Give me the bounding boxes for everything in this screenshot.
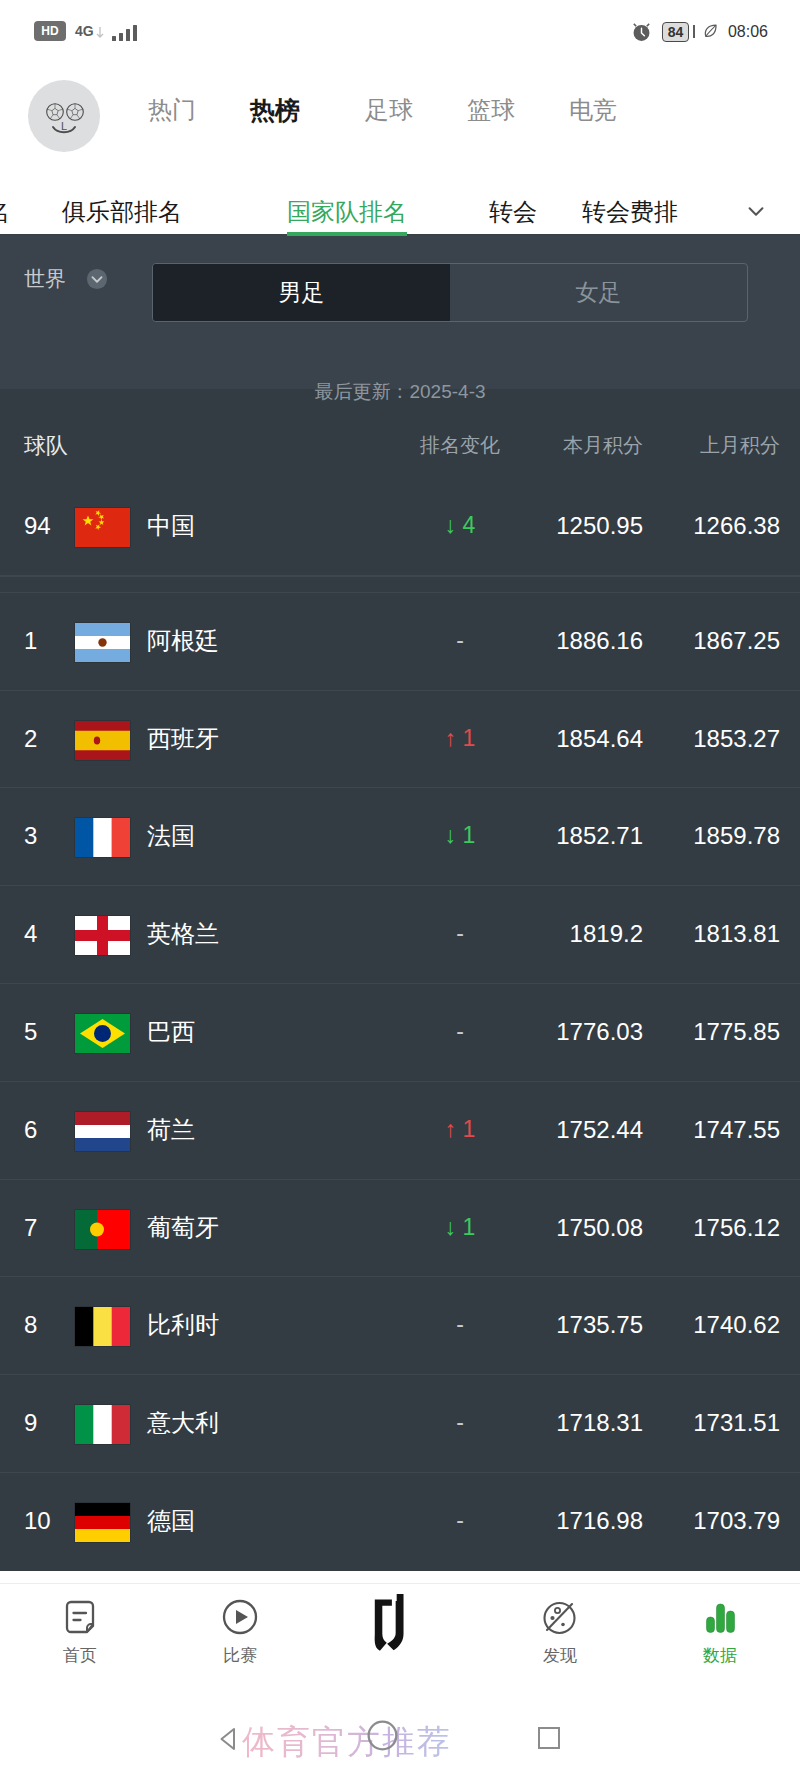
svg-text:L: L <box>61 120 67 132</box>
